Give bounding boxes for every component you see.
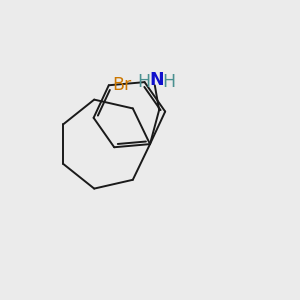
Text: N: N bbox=[149, 71, 164, 89]
Text: Br: Br bbox=[112, 76, 132, 94]
Text: H: H bbox=[162, 73, 175, 91]
Text: H: H bbox=[137, 73, 150, 91]
